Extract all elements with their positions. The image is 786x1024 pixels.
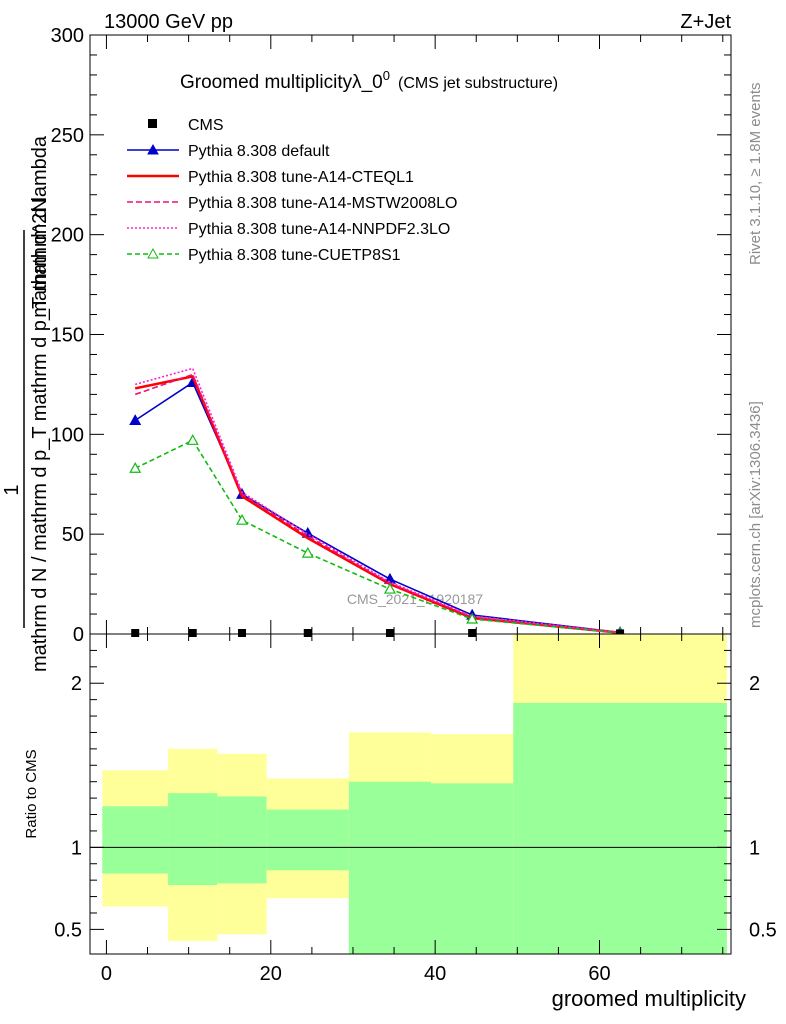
- plot-title-sup: 0: [383, 68, 390, 83]
- ratio-ticks: 0.5 0.51 12 20 20 40 60: [54, 634, 777, 985]
- main-y-tick-label: 100: [51, 424, 84, 446]
- header-left: 13000 GeV pp: [104, 11, 233, 33]
- cms-data-point: [385, 629, 394, 638]
- mcplots-label: mcplots.cern.ch [arXiv:1306.3436]: [747, 401, 764, 628]
- legend-label: CMS: [188, 117, 224, 134]
- main-y-tick-label: 300: [51, 25, 84, 47]
- header-right: Z+Jet: [680, 11, 731, 33]
- x-tick-label: 20: [260, 963, 282, 985]
- legend-label: Pythia 8.308 tune-CUETP8S1: [188, 247, 401, 264]
- cms-data-point: [303, 629, 312, 638]
- ratio-panel: 0.5 0.51 12 20 20 40 60 Ratio to CMS groomed m…: [23, 633, 777, 1011]
- legend-label: Pythia 8.308 default: [188, 143, 330, 160]
- legend: CMS Pythia 8.308 default Pythia 8.308 tune…: [127, 117, 457, 264]
- plot-title-main: Groomed multiplicityλ_0: [180, 72, 383, 93]
- y-axis-label: mathrm d^2N 1 mathrm d N / mathrm d p_T …: [1, 135, 51, 672]
- plot-title: Groomed multiplicityλ_00 (CMS jet substru…: [180, 68, 558, 93]
- series-marker: [186, 434, 199, 445]
- main-frame: [89, 34, 732, 635]
- legend-label: Pythia 8.308 tune-A14-MSTW2008LO: [188, 195, 457, 212]
- main-series: [129, 367, 627, 638]
- ratio-y-tick-label: 1: [71, 837, 82, 859]
- ratio-y-tick-label-right: 0.5: [749, 919, 777, 941]
- legend-marker: [147, 143, 159, 155]
- rivet-label: Rivet 3.1.10, ≥ 1.8M events: [747, 83, 764, 266]
- main-ticks: 0 50 100 150 200 250 300: [51, 25, 731, 646]
- legend-swatch: [148, 119, 157, 128]
- y-label-numerator: 1: [1, 484, 23, 495]
- x-tick-label: 60: [588, 963, 610, 985]
- ratio-stat-band: [513, 702, 727, 954]
- legend-entry: CMS: [148, 117, 224, 134]
- legend-label: Pythia 8.308 tune-A14-NNPDF2.3LO: [188, 221, 450, 238]
- ratio-stat-band: [348, 781, 432, 954]
- cms-data-point: [616, 629, 625, 638]
- y-label-top: mathrm d^2N: [29, 198, 51, 317]
- legend-entry: Pythia 8.308 tune-A14-NNPDF2.3LO: [127, 221, 450, 238]
- series-marker: [466, 612, 479, 624]
- cms-data-point: [238, 629, 247, 638]
- ratio-frame: [89, 633, 732, 955]
- main-y-tick-label: 250: [51, 125, 84, 147]
- legend-entry: Pythia 8.308 tune-A14-MSTW2008LO: [127, 195, 457, 212]
- x-tick-label: 0: [101, 963, 112, 985]
- ratio-y-tick-label: 0.5: [54, 919, 82, 941]
- series-marker: [129, 414, 142, 425]
- legend-entry: Pythia 8.308 tune-CUETP8S1: [127, 247, 401, 264]
- x-tick-label: 40: [424, 963, 446, 985]
- main-y-tick-label: 0: [73, 624, 84, 646]
- legend-entry: Pythia 8.308 tune-A14-CTEQL1: [127, 169, 414, 186]
- ratio-stat-band: [102, 806, 169, 874]
- ratio-bands: [102, 634, 727, 954]
- legend-entry: Pythia 8.308 default: [127, 143, 330, 160]
- cms-data: [131, 629, 625, 638]
- main-y-tick-label: 200: [51, 225, 84, 247]
- ratio-y-tick-label-right: 1: [749, 837, 760, 859]
- main-y-tick-label: 150: [51, 325, 84, 347]
- cms-data-point: [131, 629, 140, 638]
- x-axis-label: groomed multiplicity: [552, 986, 746, 1011]
- legend-label: Pythia 8.308 tune-A14-CTEQL1: [188, 169, 414, 186]
- series-marker: [236, 513, 249, 525]
- series-marker: [383, 582, 396, 594]
- ratio-stat-band: [217, 796, 267, 884]
- ratio-stat-band: [266, 809, 349, 871]
- series-marker: [129, 462, 142, 473]
- ratio-stat-band: [431, 783, 514, 954]
- ratio-y-tick-label-right: 2: [749, 673, 760, 695]
- cms-data-point: [468, 629, 477, 638]
- ratio-y-tick-label: 2: [71, 673, 82, 695]
- plot-title-sub: (CMS jet substructure): [398, 75, 558, 92]
- main-y-tick-label: 50: [62, 524, 84, 546]
- ratio-y-label: Ratio to CMS: [23, 749, 40, 838]
- y-label-denominator: mathrm d N / mathrm d p_T mathrm d p_T m…: [29, 135, 51, 672]
- series-marker: [301, 546, 314, 558]
- cms-data-point: [188, 629, 197, 638]
- ratio-stat-band: [168, 793, 218, 886]
- legend-marker: [147, 247, 159, 259]
